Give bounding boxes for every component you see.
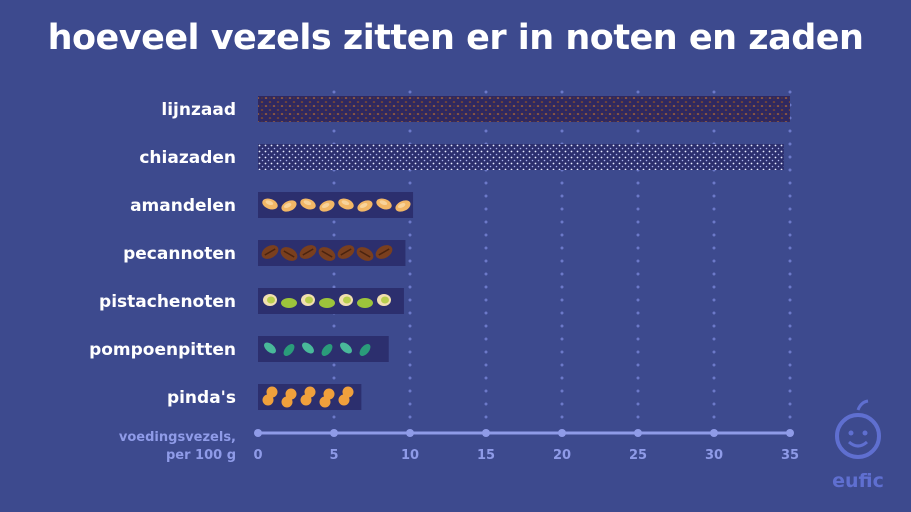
x-tick-label: 5 (329, 448, 338, 463)
x-tick-marker (786, 429, 794, 437)
category-label: lijnzaad (161, 100, 236, 120)
x-tick-marker (482, 429, 490, 437)
x-axis: 0 5 10 15 20 25 30 35 (253, 429, 799, 463)
almond-icon (262, 198, 411, 212)
x-tick-marker (710, 429, 718, 437)
x-tick-label: 30 (705, 448, 723, 463)
x-tick-marker (254, 429, 262, 437)
x-tick-marker (330, 429, 338, 437)
pumpkin-seed-icon (264, 342, 371, 356)
bar-lijnzaad (258, 96, 790, 122)
pistachio-icon (263, 294, 391, 308)
bar-chiazaden (258, 144, 784, 170)
x-tick-label: 35 (781, 448, 799, 463)
x-tick-marker (634, 429, 642, 437)
category-label: amandelen (130, 196, 236, 216)
x-tick-label: 25 (629, 448, 647, 463)
pecan-icon (261, 245, 393, 261)
category-label: pecannoten (123, 244, 236, 264)
bars (258, 96, 790, 410)
category-label: pinda's (167, 388, 236, 408)
eufic-logo-text: eufic (832, 470, 884, 492)
x-tick-label: 0 (253, 448, 262, 463)
x-axis-caption-line1: voedingsvezels, (119, 430, 236, 445)
eufic-logo-icon (835, 399, 881, 459)
x-tick-marker (558, 429, 566, 437)
peanut-icon (262, 386, 354, 408)
x-tick-label: 20 (553, 448, 571, 463)
x-axis-caption-line2: per 100 g (166, 448, 236, 463)
category-label: chiazaden (139, 148, 236, 168)
x-tick-label: 10 (401, 448, 419, 463)
x-tick-label: 15 (477, 448, 495, 463)
chart-title: hoeveel vezels zitten er in noten en zad… (47, 18, 864, 58)
category-label: pompoenpitten (89, 340, 236, 360)
category-labels: lijnzaad chiazaden amandelen pecannoten pist… (89, 100, 236, 408)
x-tick-marker (406, 429, 414, 437)
category-label: pistachenoten (99, 292, 236, 312)
